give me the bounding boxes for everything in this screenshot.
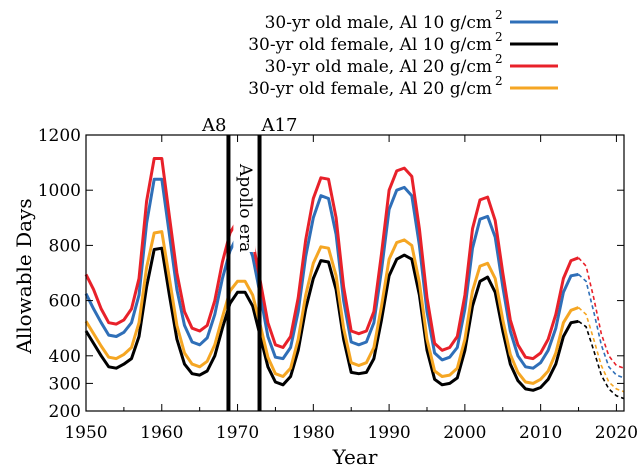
y-tick-label: 300: [49, 374, 81, 394]
y-tick-label: 200: [49, 402, 81, 422]
y-tick-label: 400: [49, 347, 81, 367]
legend-label-4: 30-yr old female, Al 20 g/cm: [248, 79, 492, 99]
y-tick-label: 800: [49, 236, 81, 256]
series-projection-3: [577, 257, 625, 369]
plot-frame: [85, 134, 625, 412]
series-projection-1: [577, 273, 625, 379]
legend: 30-yr old male, Al 10 g/cm 230-yr old fem…: [248, 8, 558, 99]
legend-superscript-1: 2: [495, 8, 503, 22]
series-line-4: [84, 230, 580, 385]
x-tick-label: 2010: [519, 423, 562, 443]
x-tick-label: 1990: [367, 423, 410, 443]
plot-area: Apollo era: [84, 135, 625, 411]
marker-label-a17: A17: [261, 115, 298, 136]
legend-superscript-2: 2: [495, 30, 503, 44]
x-axis-label: Year: [332, 445, 378, 466]
series-projection-2: [578, 320, 625, 400]
annotation-apollo-era: Apollo era: [235, 163, 255, 252]
legend-superscript-4: 2: [495, 74, 503, 88]
x-tick-label: 2020: [595, 423, 638, 443]
y-tick-label: 1000: [38, 181, 81, 201]
series-line-3: [84, 157, 580, 361]
x-tick-label: 1970: [216, 423, 259, 443]
axes: 1950 1960 1970 1980 1990 2000 2010 2020 200 300 40…: [38, 126, 638, 443]
marker-label-a8: A8: [201, 115, 226, 136]
x-tick-label: 1950: [64, 423, 107, 443]
legend-superscript-3: 2: [495, 52, 503, 66]
annotation-background: [233, 161, 256, 252]
series-line-1: [84, 177, 579, 370]
y-axis-label: Allowable Days: [12, 198, 36, 354]
legend-label-3: 30-yr old male, Al 20 g/cm: [265, 57, 492, 77]
x-tick-label: 2000: [443, 423, 486, 443]
series-projection-4: [577, 306, 625, 393]
x-tick-label: 1980: [292, 423, 335, 443]
x-tick-label: 1960: [140, 423, 183, 443]
y-tick-label: 600: [49, 292, 81, 312]
legend-label-2: 30-yr old female, Al 10 g/cm: [248, 35, 492, 55]
y-tick-label: 1200: [38, 126, 81, 146]
legend-label-1: 30-yr old male, Al 10 g/cm: [265, 13, 492, 33]
marker-labels: A8 A17: [201, 115, 297, 136]
series-line-2: [84, 246, 579, 392]
